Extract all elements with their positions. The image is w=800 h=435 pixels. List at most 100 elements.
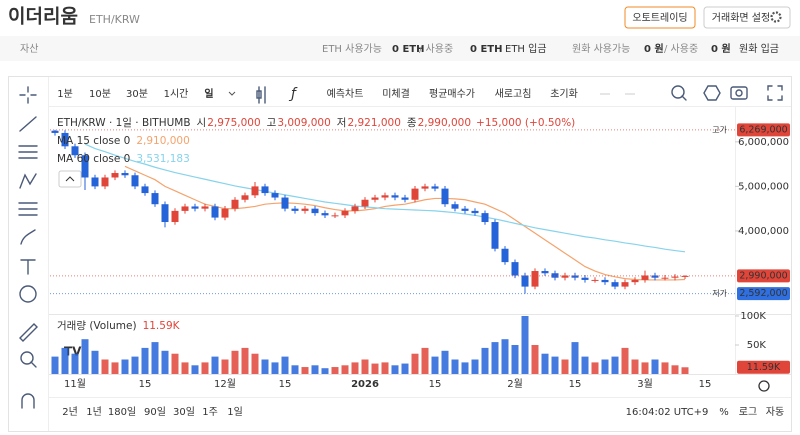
candle-body — [61, 132, 69, 147]
percent-toggle[interactable]: % — [719, 407, 729, 418]
interval-dropdown[interactable] — [228, 91, 236, 96]
y-tick-label: 6,000,000 — [738, 137, 789, 148]
settings-button[interactable]: 거래화면 설정 — [703, 6, 791, 29]
crosshair-tool[interactable] — [19, 86, 37, 104]
volume-bar — [551, 356, 559, 374]
icon — [19, 86, 37, 104]
timerange-button[interactable]: 2년 — [62, 406, 78, 418]
text-tool[interactable] — [20, 259, 36, 275]
interval-button[interactable]: 1분 — [57, 88, 73, 100]
timerange-button[interactable]: 1주 — [202, 407, 218, 418]
account-bar — [0, 36, 800, 61]
price-tag — [737, 269, 790, 283]
volume-bar — [281, 356, 289, 374]
trendline-tool[interactable] — [19, 116, 37, 132]
candle-body — [641, 275, 649, 280]
magnet-tool[interactable] — [21, 393, 35, 409]
candle-body — [471, 210, 479, 214]
volume-bar — [51, 356, 59, 374]
log-toggle[interactable]: 로그 — [739, 407, 757, 418]
auto-trading-button[interactable]: 오토트레이딩 — [624, 6, 696, 29]
deposit-link[interactable]: ETH 입금 — [505, 42, 547, 55]
volume-bar — [261, 359, 269, 374]
toolbar-action[interactable]: 예측차트 — [327, 88, 364, 100]
account-item: ETH 사용가능 — [322, 43, 382, 55]
volume-bar — [681, 367, 689, 374]
volume-bar — [491, 342, 499, 374]
timerange-button[interactable]: 30일 — [173, 406, 195, 418]
zoom-tool[interactable] — [20, 351, 37, 368]
volume-bar — [581, 356, 589, 374]
volume-bar — [131, 356, 139, 374]
candle-body — [101, 177, 109, 187]
volume-bar — [481, 347, 489, 374]
fullscreen-button[interactable] — [767, 85, 783, 101]
volume-bar — [291, 365, 299, 374]
axis-settings-button[interactable] — [758, 380, 770, 392]
toolbar-action[interactable]: 초기화 — [550, 88, 578, 100]
x-tick-label: 2026 — [351, 379, 379, 390]
candle-body — [381, 195, 389, 198]
interval-button[interactable]: 1시간 — [164, 88, 189, 100]
candle-body — [81, 155, 89, 178]
candle-body — [161, 204, 169, 223]
fib-tool[interactable] — [18, 202, 38, 216]
timerange-button[interactable]: 90일 — [144, 406, 166, 418]
candle-body — [361, 199, 369, 207]
candle-body — [501, 248, 509, 263]
candle-body — [451, 204, 459, 209]
candle-body — [281, 197, 289, 209]
volume-bar — [301, 367, 309, 374]
volume-bar — [61, 347, 69, 374]
volume-bar — [211, 356, 219, 374]
account-item: / 사용중 — [419, 43, 453, 55]
ruler-tool[interactable] — [19, 323, 38, 342]
account-item: 0 ETH — [470, 44, 502, 55]
brush-tool[interactable] — [20, 229, 36, 245]
ohlc-value: 2,990,000 — [418, 117, 471, 129]
snapshot-button[interactable] — [730, 86, 748, 100]
y2-tick-label: 50K — [747, 340, 767, 351]
lines-tool[interactable] — [18, 145, 38, 159]
toolbar-action[interactable]: 미체결 — [382, 88, 410, 100]
settings-icon-button[interactable] — [703, 85, 721, 101]
volume-bar — [161, 350, 169, 374]
volume-bar — [441, 350, 449, 374]
volume-bar — [191, 365, 199, 374]
candle-body — [421, 186, 429, 189]
ma-name: MA 60 close 0 — [57, 153, 130, 165]
emoji-tool[interactable] — [19, 285, 37, 303]
pattern-tool[interactable] — [19, 173, 37, 189]
interval-button[interactable]: 일 — [204, 87, 213, 100]
icon — [20, 229, 36, 245]
collapse-legend-button[interactable] — [58, 170, 82, 188]
candle-body — [401, 197, 409, 200]
volume-bar — [321, 368, 329, 374]
candle-body — [521, 275, 529, 287]
search-button[interactable] — [671, 85, 687, 101]
toolbar-action[interactable]: 새로고침 — [495, 88, 532, 100]
timerange-button[interactable]: 1일 — [227, 406, 243, 418]
candle-body — [431, 186, 439, 189]
candle-body — [211, 206, 219, 218]
candle-body — [391, 195, 399, 198]
icon — [767, 85, 783, 101]
timerange-button[interactable]: 1년 — [86, 406, 102, 418]
toolbar-action[interactable]: 평균매수가 — [429, 88, 475, 100]
ma-legend: MA 60 close 0 3,531,183 — [57, 153, 190, 165]
chart-frame — [8, 76, 792, 432]
interval-button[interactable]: 10분 — [89, 88, 111, 100]
x-tick-label: 2월 — [507, 378, 523, 390]
deposit-link[interactable]: 원화 입금 — [739, 42, 779, 55]
indicator-button[interactable]: ƒ — [288, 86, 298, 102]
volume-bar — [461, 362, 469, 374]
volume-bar — [541, 353, 549, 374]
chart-style-button[interactable] — [256, 86, 266, 104]
volume-bar — [101, 359, 109, 374]
chevron-icon — [65, 176, 75, 182]
ma-name: MA 15 close 0 — [57, 135, 130, 147]
interval-button[interactable]: 30분 — [126, 88, 148, 100]
candle-body — [531, 271, 539, 287]
timerange-button[interactable]: 180일 — [108, 406, 136, 418]
auto-toggle[interactable]: 자동 — [766, 406, 784, 418]
